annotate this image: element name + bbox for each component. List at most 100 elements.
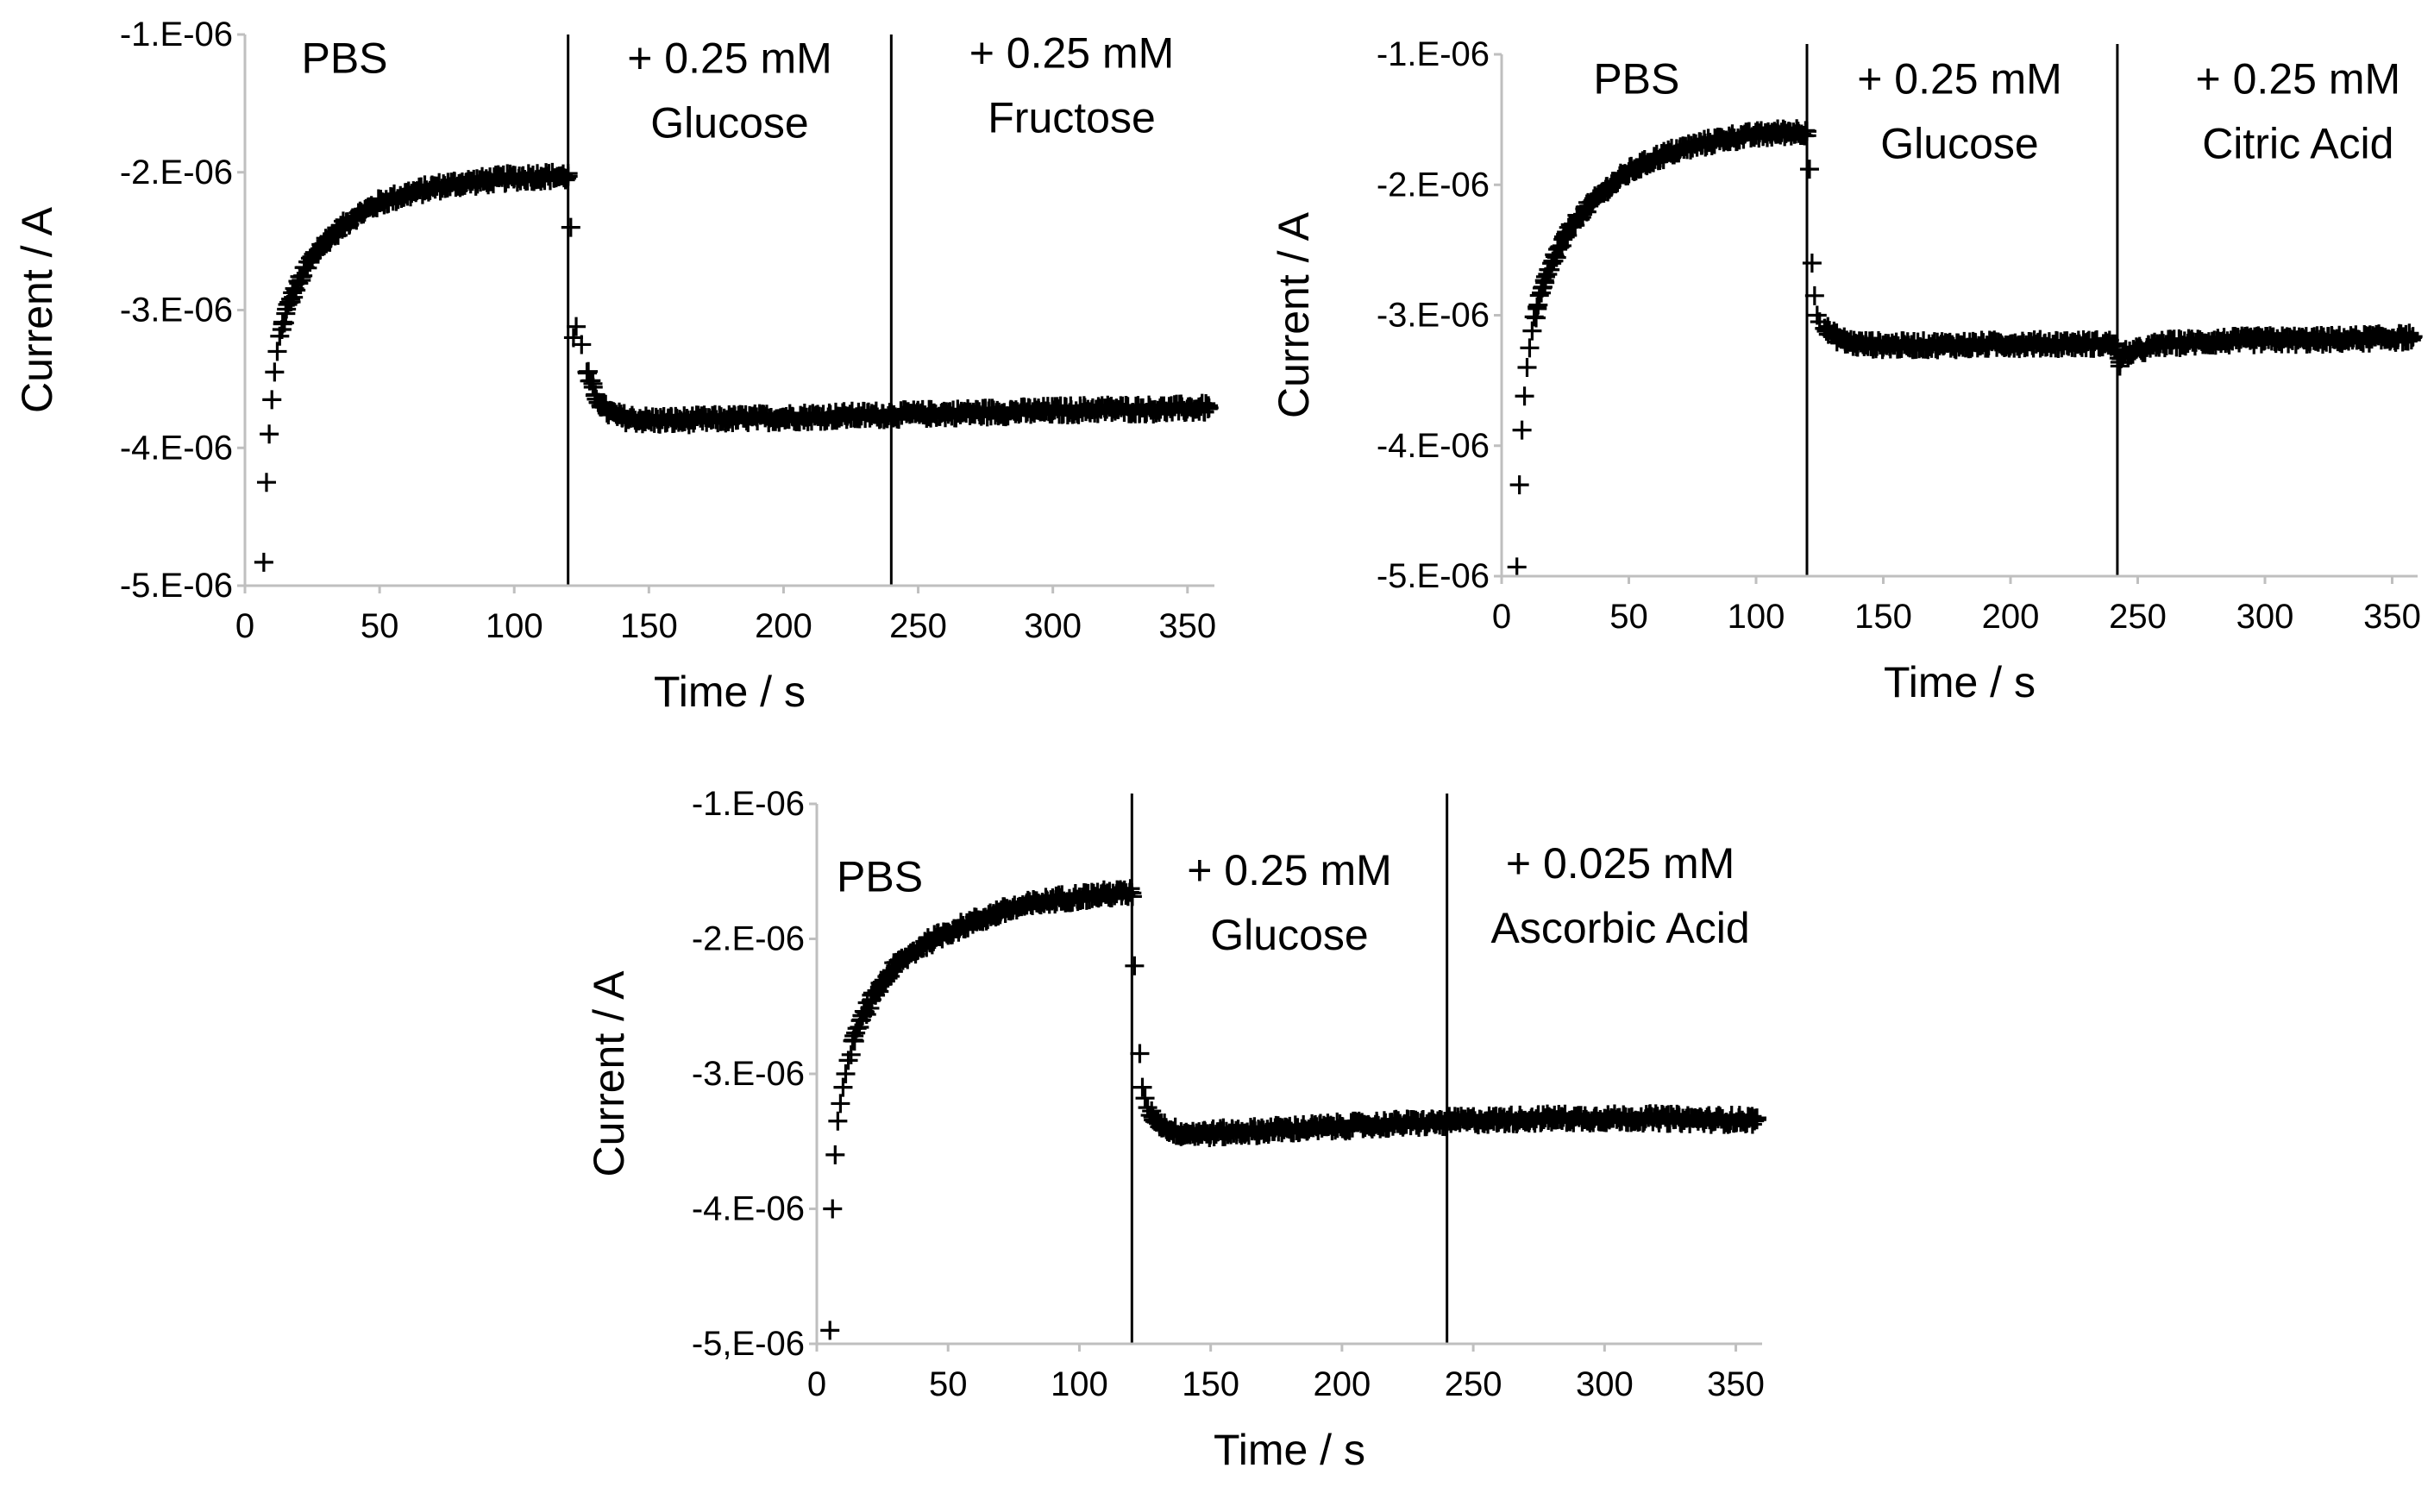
data-point	[1797, 126, 1816, 146]
panel-3-x-axis-title: Time / s	[1214, 1426, 1365, 1474]
data-point	[572, 335, 592, 354]
panel-2-y-ticks: -1.E-06 -2.E-06 -3.E-06 -4.E-06 -5.E-06	[1377, 35, 1490, 595]
panel-3: -1.E-06 -2.E-06 -3.E-06 -4.E-06 -5,E-06 …	[585, 785, 1766, 1474]
data-point	[855, 1002, 875, 1022]
data-point	[836, 1064, 856, 1083]
data-point	[1512, 420, 1532, 440]
annotation-glucose-line1: + 0.25 mM	[1857, 54, 2062, 103]
data-point	[1515, 386, 1534, 406]
x-tick-label: 250	[1445, 1365, 1502, 1403]
panel-2-x-ticks: 0 50 100 150 200 250 300 350	[1492, 598, 2421, 636]
panel-2-annotations: PBS + 0.25 mM Glucose + 0.25 mM Citric A…	[1593, 54, 2400, 167]
annotation-glucose-line1: + 0.25 mM	[627, 35, 832, 83]
x-tick-label: 100	[486, 607, 543, 645]
data-point	[1120, 879, 1140, 899]
data-point	[1507, 557, 1527, 577]
y-tick-label: -3.E-06	[692, 1055, 805, 1093]
y-tick-label: -1.E-06	[120, 16, 233, 53]
annotation-ascorbic-acid-line1: + 0.025 mM	[1506, 839, 1735, 888]
data-point	[254, 552, 273, 572]
y-tick-label: -2.E-06	[1377, 166, 1490, 204]
data-point	[256, 473, 276, 492]
x-tick-label: 200	[1982, 598, 2040, 636]
annotation-ascorbic-acid-line2: Ascorbic Acid	[1491, 904, 1750, 952]
y-tick-label: -5.E-06	[120, 567, 233, 605]
x-tick-label: 300	[1576, 1365, 1634, 1403]
data-point	[1802, 254, 1822, 273]
data-point	[833, 1077, 853, 1097]
y-tick-label: -4.E-06	[1377, 427, 1490, 465]
annotation-fructose-line2: Fructose	[988, 93, 1156, 141]
data-point	[262, 390, 282, 410]
y-tick-label: -4.E-06	[692, 1190, 805, 1228]
x-tick-label: 0	[235, 607, 254, 645]
panel-1-annotations: PBS + 0.25 mM Glucose + 0.25 mM Fructose	[301, 28, 1174, 147]
data-point	[1130, 1044, 1150, 1063]
data-point	[281, 292, 301, 311]
x-tick-label: 0	[1492, 598, 1511, 636]
panel-2-x-axis-title: Time / s	[1884, 658, 2036, 706]
y-tick-label: -2.E-06	[692, 920, 805, 958]
y-tick-label: -1.E-06	[692, 785, 805, 823]
data-point	[823, 1199, 843, 1219]
data-point	[260, 424, 279, 444]
data-point	[1509, 475, 1529, 495]
y-tick-label: -2.E-06	[120, 154, 233, 191]
panel-3-y-axis-title: Current / A	[585, 970, 633, 1177]
data-point	[1626, 161, 1646, 181]
data-point	[267, 342, 287, 361]
x-tick-label: 50	[361, 607, 399, 645]
y-tick-label: -4.E-06	[120, 429, 233, 467]
data-point	[292, 270, 311, 290]
data-point	[825, 1145, 845, 1164]
y-tick-label: -1.E-06	[1377, 35, 1490, 73]
annotation-citric-acid-line1: + 0.25 mM	[2196, 54, 2401, 103]
data-point	[1520, 338, 1540, 358]
panel-3-annotations: PBS + 0.25 mM Glucose + 0.025 mM Ascorbi…	[837, 839, 1750, 959]
x-tick-label: 50	[1609, 598, 1648, 636]
panel-1-markers	[254, 162, 1219, 572]
x-tick-label: 300	[2236, 598, 2294, 636]
x-tick-label: 150	[1854, 598, 1912, 636]
annotation-pbs: PBS	[1593, 54, 1679, 103]
x-tick-label: 0	[807, 1365, 826, 1403]
data-point	[1125, 956, 1145, 976]
data-point	[561, 217, 580, 237]
y-tick-label: -5,E-06	[692, 1325, 805, 1363]
data-point	[1517, 358, 1537, 377]
x-tick-label: 200	[755, 607, 812, 645]
data-point	[2403, 327, 2423, 347]
y-tick-label: -5.E-06	[1377, 557, 1490, 595]
panel-3-axes: -1.E-06 -2.E-06 -3.E-06 -4.E-06 -5,E-06 …	[585, 785, 1765, 1474]
panel-3-x-ticks: 0 50 100 150 200 250 300 350	[807, 1365, 1765, 1403]
y-tick-label: -3.E-06	[120, 292, 233, 329]
data-point	[1132, 1077, 1152, 1097]
x-tick-label: 50	[929, 1365, 968, 1403]
y-tick-label: -3.E-06	[1377, 297, 1490, 335]
data-point	[1199, 396, 1219, 416]
panel-1-axes: -1.E-06 -2.E-06 -3.E-06 -4.E-06 -5.E-06 …	[13, 16, 1216, 716]
panel-2-y-axis-title: Current / A	[1270, 211, 1318, 418]
annotation-pbs: PBS	[301, 35, 387, 83]
x-tick-label: 250	[889, 607, 947, 645]
panel-1-x-axis-title: Time / s	[654, 668, 806, 716]
panel-1-y-ticks: -1.E-06 -2.E-06 -3.E-06 -4.E-06 -5.E-06	[120, 16, 233, 605]
x-tick-label: 100	[1051, 1365, 1108, 1403]
x-tick-label: 150	[1182, 1365, 1239, 1403]
data-point	[841, 1045, 861, 1064]
data-point	[828, 1111, 848, 1131]
annotation-glucose-line2: Glucose	[1210, 911, 1368, 959]
panel-1-dividers	[567, 35, 893, 586]
data-point	[558, 164, 578, 184]
annotation-glucose-line1: + 0.25 mM	[1187, 846, 1392, 894]
x-tick-label: 300	[1024, 607, 1082, 645]
x-tick-label: 150	[620, 607, 678, 645]
panel-2-axes: -1.E-06 -2.E-06 -3.E-06 -4.E-06 -5.E-06 …	[1270, 35, 2421, 706]
panel-2: -1.E-06 -2.E-06 -3.E-06 -4.E-06 -5.E-06 …	[1270, 35, 2423, 706]
x-tick-label: 100	[1728, 598, 1785, 636]
data-point	[265, 362, 285, 382]
panel-1-x-ticks: 0 50 100 150 200 250 300 350	[235, 607, 1216, 645]
annotation-glucose-line2: Glucose	[650, 99, 808, 147]
data-point	[1799, 160, 1819, 179]
x-tick-label: 250	[2109, 598, 2167, 636]
